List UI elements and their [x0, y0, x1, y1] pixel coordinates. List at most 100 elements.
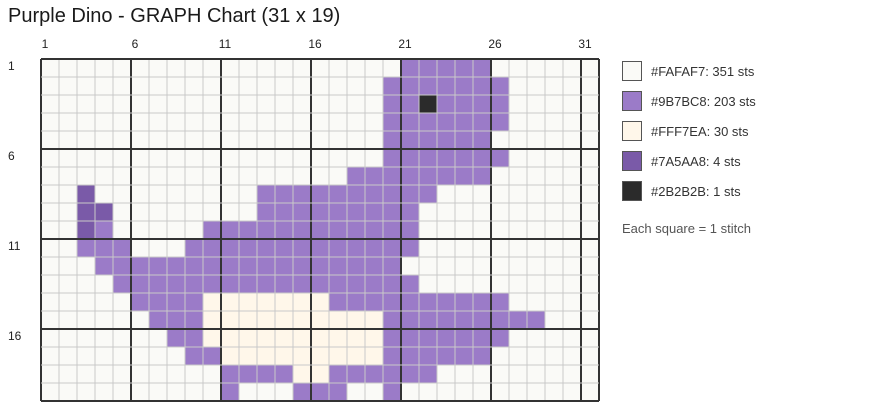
stitch-cell [167, 383, 185, 401]
stitch-cell [419, 131, 437, 149]
stitch-cell [203, 221, 221, 239]
stitch-cell [257, 275, 275, 293]
stitch-cell [131, 167, 149, 185]
stitch-cell [131, 221, 149, 239]
stitch-cell [473, 149, 491, 167]
stitch-cell [59, 221, 77, 239]
stitch-cell [581, 311, 599, 329]
stitch-cell [275, 221, 293, 239]
stitch-cell [311, 347, 329, 365]
stitch-cell [257, 221, 275, 239]
stitch-cell [419, 347, 437, 365]
stitch-cell [77, 221, 95, 239]
stitch-cell [239, 149, 257, 167]
stitch-cell [347, 257, 365, 275]
stitch-cell [167, 275, 185, 293]
stitch-cell [221, 365, 239, 383]
stitch-cell [437, 113, 455, 131]
stitch-cell [527, 257, 545, 275]
stitch-cell [455, 59, 473, 77]
stitch-cell [77, 185, 95, 203]
stitch-cell [545, 113, 563, 131]
column-tick-label: 16 [308, 37, 322, 51]
stitch-cell [383, 203, 401, 221]
stitch-cell [113, 95, 131, 113]
stitch-cell [239, 293, 257, 311]
stitch-cell [113, 185, 131, 203]
stitch-cell [185, 311, 203, 329]
stitch-cell [275, 167, 293, 185]
stitch-cell [221, 59, 239, 77]
stitch-cell [113, 203, 131, 221]
stitch-cell [149, 167, 167, 185]
stitch-cell [95, 365, 113, 383]
stitch-cell [581, 383, 599, 401]
stitch-cell [221, 185, 239, 203]
stitch-cell [257, 365, 275, 383]
stitch-cell [275, 185, 293, 203]
stitch-cell [455, 239, 473, 257]
stitch-cell [203, 95, 221, 113]
stitch-cell [113, 59, 131, 77]
stitch-cell [347, 239, 365, 257]
stitch-cell [221, 293, 239, 311]
stitch-cell [77, 59, 95, 77]
stitch-cell [311, 113, 329, 131]
stitch-cell [113, 221, 131, 239]
legend-swatch [622, 91, 642, 111]
stitch-cell [437, 131, 455, 149]
stitch-cell [221, 221, 239, 239]
stitch-cell [275, 257, 293, 275]
stitch-cell [401, 149, 419, 167]
stitch-cell [347, 383, 365, 401]
column-tick-label: 21 [398, 37, 412, 51]
stitch-cell [95, 59, 113, 77]
stitch-cell [113, 311, 131, 329]
stitch-cell [293, 383, 311, 401]
stitch-cell [365, 185, 383, 203]
stitch-cell [347, 167, 365, 185]
stitch-cell [221, 275, 239, 293]
stitch-cell [185, 275, 203, 293]
stitch-cell [563, 167, 581, 185]
stitch-cell [131, 329, 149, 347]
stitch-cell [473, 185, 491, 203]
stitch-cell [581, 167, 599, 185]
stitch-cell [257, 311, 275, 329]
stitch-cell [185, 329, 203, 347]
stitch-cell [167, 113, 185, 131]
stitch-cell [401, 221, 419, 239]
stitch-cell [509, 113, 527, 131]
stitch-cell [239, 185, 257, 203]
stitch-cell [437, 203, 455, 221]
stitch-cell [95, 239, 113, 257]
stitch-cell [275, 275, 293, 293]
stitch-cell [293, 293, 311, 311]
stitch-cell [401, 167, 419, 185]
stitch-cell [383, 113, 401, 131]
stitch-cell [131, 149, 149, 167]
stitch-cell [239, 311, 257, 329]
stitch-cell [419, 383, 437, 401]
stitch-cell [311, 365, 329, 383]
stitch-cell [491, 95, 509, 113]
stitch-cell [95, 77, 113, 95]
stitch-cell [41, 347, 59, 365]
stitch-cell [491, 311, 509, 329]
stitch-cell [545, 383, 563, 401]
stitch-cell [455, 131, 473, 149]
stitch-cell [527, 239, 545, 257]
row-tick-label: 6 [8, 149, 15, 163]
stitch-cell [545, 365, 563, 383]
stitch-cell [545, 347, 563, 365]
stitch-cell [59, 185, 77, 203]
stitch-cell [455, 77, 473, 95]
stitch-cell [581, 95, 599, 113]
stitch-cell [527, 221, 545, 239]
stitch-cell [455, 383, 473, 401]
chart-title: Purple Dino - GRAPH Chart (31 x 19) [8, 5, 341, 27]
stitch-cell [167, 131, 185, 149]
stitch-cell [491, 59, 509, 77]
stitch-cell [221, 167, 239, 185]
stitch-cell [365, 347, 383, 365]
